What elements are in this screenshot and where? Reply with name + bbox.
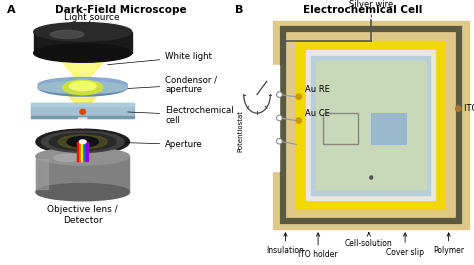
- Bar: [79, 142, 81, 155]
- Ellipse shape: [38, 77, 127, 92]
- Bar: [86, 156, 88, 161]
- Text: Objective lens /
Detector: Objective lens / Detector: [47, 205, 118, 225]
- Ellipse shape: [42, 131, 124, 152]
- Polygon shape: [67, 94, 98, 113]
- Ellipse shape: [79, 140, 86, 144]
- Bar: [273, 21, 469, 229]
- Polygon shape: [78, 118, 87, 129]
- Ellipse shape: [80, 109, 85, 114]
- Bar: [31, 103, 134, 106]
- Bar: [82, 142, 84, 155]
- Ellipse shape: [296, 94, 301, 99]
- Ellipse shape: [278, 140, 281, 143]
- Bar: [36, 156, 129, 192]
- Bar: [323, 113, 358, 144]
- Ellipse shape: [50, 30, 84, 38]
- Bar: [77, 142, 79, 155]
- Bar: [86, 142, 88, 155]
- Text: Cover slip: Cover slip: [386, 233, 424, 257]
- Ellipse shape: [38, 81, 127, 93]
- Text: Au RE: Au RE: [305, 85, 329, 94]
- Ellipse shape: [296, 118, 301, 123]
- Text: Electrochemical
cell: Electrochemical cell: [128, 105, 234, 125]
- Ellipse shape: [370, 176, 373, 179]
- Bar: [316, 61, 426, 189]
- Ellipse shape: [69, 82, 96, 91]
- Bar: [31, 103, 134, 118]
- Text: Polymer: Polymer: [433, 233, 464, 255]
- Ellipse shape: [58, 135, 107, 149]
- Text: ITO holder: ITO holder: [298, 233, 338, 259]
- Ellipse shape: [36, 148, 129, 165]
- Polygon shape: [54, 53, 112, 85]
- Ellipse shape: [277, 139, 282, 144]
- Text: Aperture: Aperture: [127, 140, 203, 149]
- Text: Insulation: Insulation: [266, 233, 304, 255]
- Ellipse shape: [278, 93, 281, 96]
- Text: Cell-solution: Cell-solution: [345, 233, 393, 248]
- Bar: [296, 41, 445, 209]
- Bar: [79, 156, 81, 161]
- Ellipse shape: [38, 79, 127, 96]
- Bar: [77, 156, 79, 161]
- Bar: [283, 29, 459, 221]
- Ellipse shape: [54, 154, 81, 161]
- Bar: [306, 50, 435, 200]
- Bar: [84, 142, 86, 155]
- Text: Light source: Light source: [64, 13, 119, 22]
- Text: ITO WE: ITO WE: [465, 104, 474, 113]
- Ellipse shape: [63, 80, 103, 95]
- Ellipse shape: [36, 183, 129, 201]
- Ellipse shape: [49, 133, 116, 150]
- Bar: [235, 65, 279, 171]
- Ellipse shape: [456, 106, 461, 111]
- Bar: [82, 156, 84, 161]
- Text: Silver wire: Silver wire: [349, 0, 393, 17]
- Text: White light: White light: [108, 52, 212, 65]
- Bar: [311, 56, 430, 195]
- Ellipse shape: [277, 92, 282, 97]
- Bar: [84, 156, 86, 161]
- Ellipse shape: [277, 115, 282, 121]
- Ellipse shape: [36, 129, 129, 154]
- Bar: [31, 116, 134, 118]
- Ellipse shape: [278, 116, 281, 120]
- Ellipse shape: [34, 44, 132, 62]
- Text: B: B: [235, 5, 243, 15]
- Ellipse shape: [67, 136, 98, 147]
- Text: A: A: [7, 5, 16, 15]
- Text: Electrochemical Cell: Electrochemical Cell: [303, 5, 422, 15]
- Bar: [36, 159, 48, 189]
- Bar: [81, 156, 82, 161]
- Text: Potentiostat: Potentiostat: [237, 110, 243, 152]
- Bar: [371, 113, 406, 144]
- Text: Dark-Field Microscope: Dark-Field Microscope: [55, 5, 186, 15]
- Bar: [34, 32, 132, 53]
- Bar: [81, 142, 82, 155]
- Ellipse shape: [34, 23, 132, 41]
- Text: Au CE: Au CE: [305, 109, 329, 118]
- Text: Condensor /
aperture: Condensor / aperture: [126, 75, 217, 95]
